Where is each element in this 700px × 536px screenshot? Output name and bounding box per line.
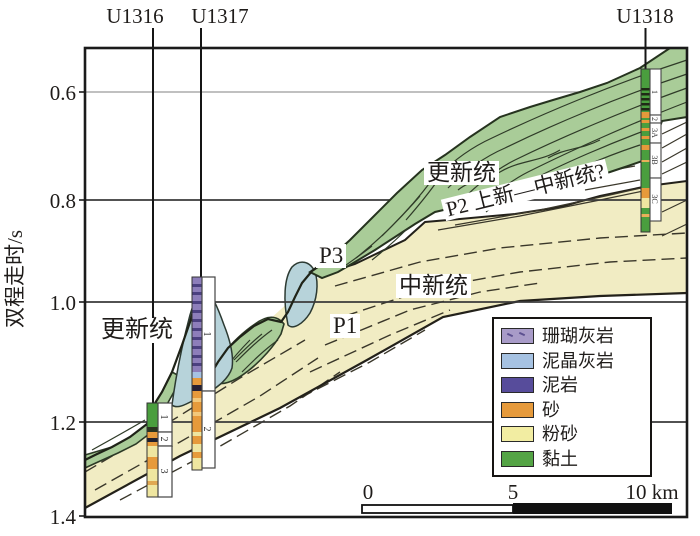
y-tick-1.0: 1.0 [49,291,76,315]
sand-swatch [501,401,534,418]
clay-swatch [501,450,534,467]
scale-label-0: 0 [362,480,374,504]
strat-label-p1: P1 [330,313,361,339]
strat-label-pleistocene-right: 更新统 [424,160,499,186]
u1317-section-label: 1 [201,332,212,337]
coral-limestone-swatch [501,328,534,345]
strat-label-p3: P3 [316,243,347,269]
u1317-section-label: 2 [201,427,212,432]
borehole-column-u1318: 1 2 3A 3B 3C [640,68,662,233]
scale-label-5: 5 [507,480,519,504]
legend-item-mudstone: 泥岩 [494,373,650,398]
y-tick-1.2: 1.2 [49,411,76,435]
legend-label: 黏土 [542,448,578,469]
legend-label: 珊瑚灰岩 [542,326,614,347]
scale-bar [361,503,672,514]
u1316-section-label: 2 [158,437,169,442]
legend-item-sand: 砂 [494,398,650,423]
borehole-label-u1318: U1318 [616,4,674,28]
borehole-column-u1317: 1 2 [191,276,216,471]
legend-label: 泥岩 [542,375,578,396]
u1318-section-label: 3C [650,194,659,203]
borehole-column-u1316: 1 2 3 [146,402,173,498]
legend-label: 粉砂 [542,424,578,445]
legend-item-micritic-limestone: 泥晶灰岩 [494,349,650,374]
strat-label-pleistocene-left: 更新统 [98,317,176,344]
u1318-section-label: 2 [650,117,659,121]
mudstone-swatch [501,377,534,394]
u1318-section-label: 3B [650,155,659,164]
miocene-silt-unit [84,180,688,509]
u1318-section-label: 1 [650,90,659,94]
strat-label-miocene: 中新统 [396,273,471,299]
legend-item-coral-limestone: 珊瑚灰岩 [494,324,650,349]
micritic-limestone-swatch [501,352,534,369]
borehole-label-u1317: U1317 [191,4,249,28]
lithology-legend: 珊瑚灰岩 泥晶灰岩 泥岩 砂 粉砂 黏土 [492,317,652,477]
silt-swatch [501,426,534,443]
scale-label-10km: 10 km [625,480,679,504]
legend-item-silt: 粉砂 [494,422,650,447]
y-tick-0.8: 0.8 [49,189,76,213]
y-tick-0.6: 0.6 [49,81,76,105]
borehole-label-u1316: U1316 [106,4,164,28]
y-axis-title: 双程走时/s [3,230,27,329]
u1316-section-label: 3 [158,469,169,474]
legend-item-clay: 黏土 [494,447,650,472]
y-tick-1.4: 1.4 [49,505,76,529]
legend-label: 泥晶灰岩 [542,350,614,371]
legend-label: 砂 [542,399,560,420]
plot-frame [79,46,689,519]
u1316-section-label: 1 [158,415,169,420]
u1318-section-label: 3A [650,128,659,138]
